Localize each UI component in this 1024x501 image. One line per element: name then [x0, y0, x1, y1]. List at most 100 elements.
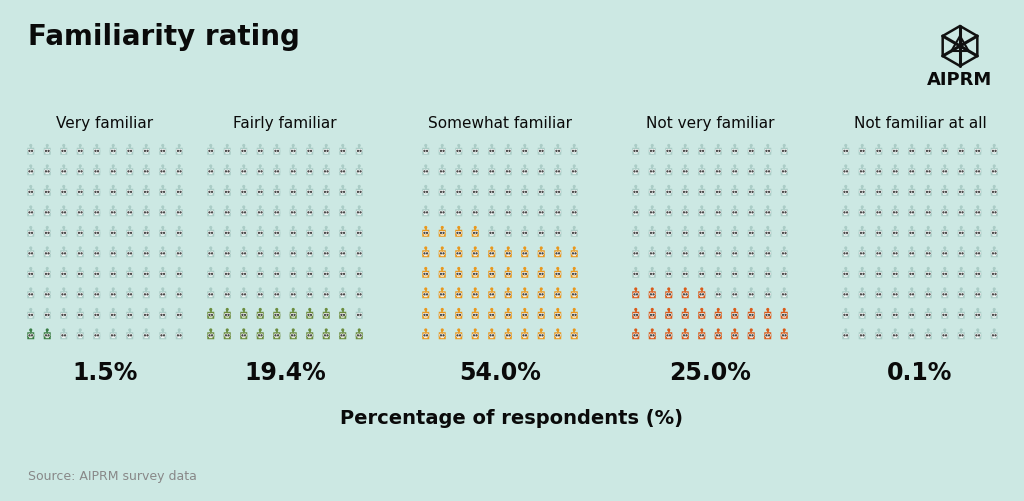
FancyBboxPatch shape [422, 294, 423, 296]
FancyBboxPatch shape [764, 211, 765, 214]
Circle shape [860, 170, 862, 172]
FancyBboxPatch shape [731, 191, 732, 193]
FancyBboxPatch shape [93, 170, 94, 173]
FancyBboxPatch shape [296, 191, 297, 193]
Circle shape [258, 334, 260, 336]
FancyBboxPatch shape [715, 271, 722, 278]
FancyBboxPatch shape [456, 291, 462, 298]
FancyBboxPatch shape [976, 337, 980, 338]
FancyBboxPatch shape [894, 173, 897, 174]
Circle shape [490, 165, 493, 167]
FancyBboxPatch shape [991, 273, 992, 276]
Circle shape [426, 334, 428, 336]
FancyBboxPatch shape [927, 173, 930, 174]
FancyBboxPatch shape [991, 170, 992, 173]
Circle shape [525, 273, 527, 275]
FancyBboxPatch shape [28, 168, 34, 175]
Circle shape [700, 288, 702, 290]
Circle shape [45, 314, 47, 316]
Circle shape [357, 211, 359, 213]
FancyBboxPatch shape [927, 234, 930, 235]
FancyBboxPatch shape [62, 173, 66, 174]
Circle shape [243, 206, 245, 208]
Circle shape [844, 191, 846, 193]
Circle shape [243, 288, 245, 290]
FancyBboxPatch shape [996, 273, 997, 276]
Circle shape [542, 252, 544, 255]
FancyBboxPatch shape [341, 194, 344, 195]
FancyBboxPatch shape [224, 230, 230, 237]
Circle shape [878, 206, 880, 208]
FancyBboxPatch shape [941, 189, 948, 196]
Circle shape [911, 185, 912, 187]
FancyBboxPatch shape [361, 170, 362, 173]
FancyBboxPatch shape [908, 273, 909, 276]
Circle shape [62, 165, 65, 167]
FancyBboxPatch shape [329, 150, 330, 152]
Circle shape [557, 288, 559, 290]
FancyBboxPatch shape [424, 214, 427, 215]
FancyBboxPatch shape [521, 211, 522, 214]
Circle shape [114, 211, 116, 213]
Circle shape [962, 273, 964, 275]
Circle shape [490, 226, 493, 228]
FancyBboxPatch shape [698, 211, 699, 214]
FancyBboxPatch shape [422, 291, 429, 298]
FancyBboxPatch shape [632, 314, 634, 317]
Circle shape [310, 314, 312, 316]
Circle shape [636, 314, 638, 316]
FancyBboxPatch shape [748, 191, 749, 193]
Circle shape [669, 150, 671, 152]
Circle shape [667, 252, 669, 255]
Circle shape [457, 334, 459, 336]
Circle shape [425, 165, 427, 167]
FancyBboxPatch shape [786, 232, 787, 234]
Circle shape [651, 145, 653, 146]
Circle shape [994, 211, 996, 213]
FancyBboxPatch shape [570, 211, 571, 214]
FancyBboxPatch shape [914, 294, 915, 296]
FancyBboxPatch shape [505, 168, 512, 175]
Circle shape [894, 268, 896, 270]
Circle shape [862, 191, 864, 193]
Circle shape [524, 206, 525, 208]
FancyBboxPatch shape [688, 294, 689, 296]
Circle shape [574, 150, 577, 152]
Circle shape [909, 231, 911, 234]
Circle shape [878, 226, 880, 228]
FancyBboxPatch shape [523, 234, 526, 235]
Circle shape [699, 334, 701, 336]
FancyBboxPatch shape [241, 312, 247, 319]
FancyBboxPatch shape [908, 189, 915, 196]
FancyBboxPatch shape [257, 253, 258, 255]
FancyBboxPatch shape [908, 168, 915, 175]
FancyBboxPatch shape [67, 150, 68, 152]
Circle shape [751, 247, 752, 249]
Circle shape [732, 150, 734, 152]
FancyBboxPatch shape [748, 170, 749, 173]
Circle shape [508, 268, 509, 270]
FancyBboxPatch shape [355, 232, 357, 234]
Circle shape [242, 170, 244, 172]
FancyBboxPatch shape [477, 232, 478, 234]
FancyBboxPatch shape [306, 148, 313, 155]
Circle shape [65, 150, 67, 152]
Circle shape [208, 273, 211, 275]
Circle shape [291, 293, 293, 295]
FancyBboxPatch shape [296, 294, 297, 296]
FancyBboxPatch shape [457, 173, 461, 174]
FancyBboxPatch shape [980, 294, 981, 296]
Circle shape [945, 314, 947, 316]
FancyBboxPatch shape [782, 234, 786, 235]
Circle shape [242, 191, 244, 193]
FancyBboxPatch shape [649, 291, 655, 298]
Circle shape [274, 231, 276, 234]
FancyBboxPatch shape [144, 337, 148, 338]
Circle shape [732, 252, 734, 255]
Circle shape [992, 191, 994, 193]
FancyBboxPatch shape [128, 194, 131, 195]
FancyBboxPatch shape [892, 273, 893, 276]
Text: 1.5%: 1.5% [73, 361, 137, 385]
Circle shape [259, 268, 261, 270]
Circle shape [752, 211, 754, 213]
